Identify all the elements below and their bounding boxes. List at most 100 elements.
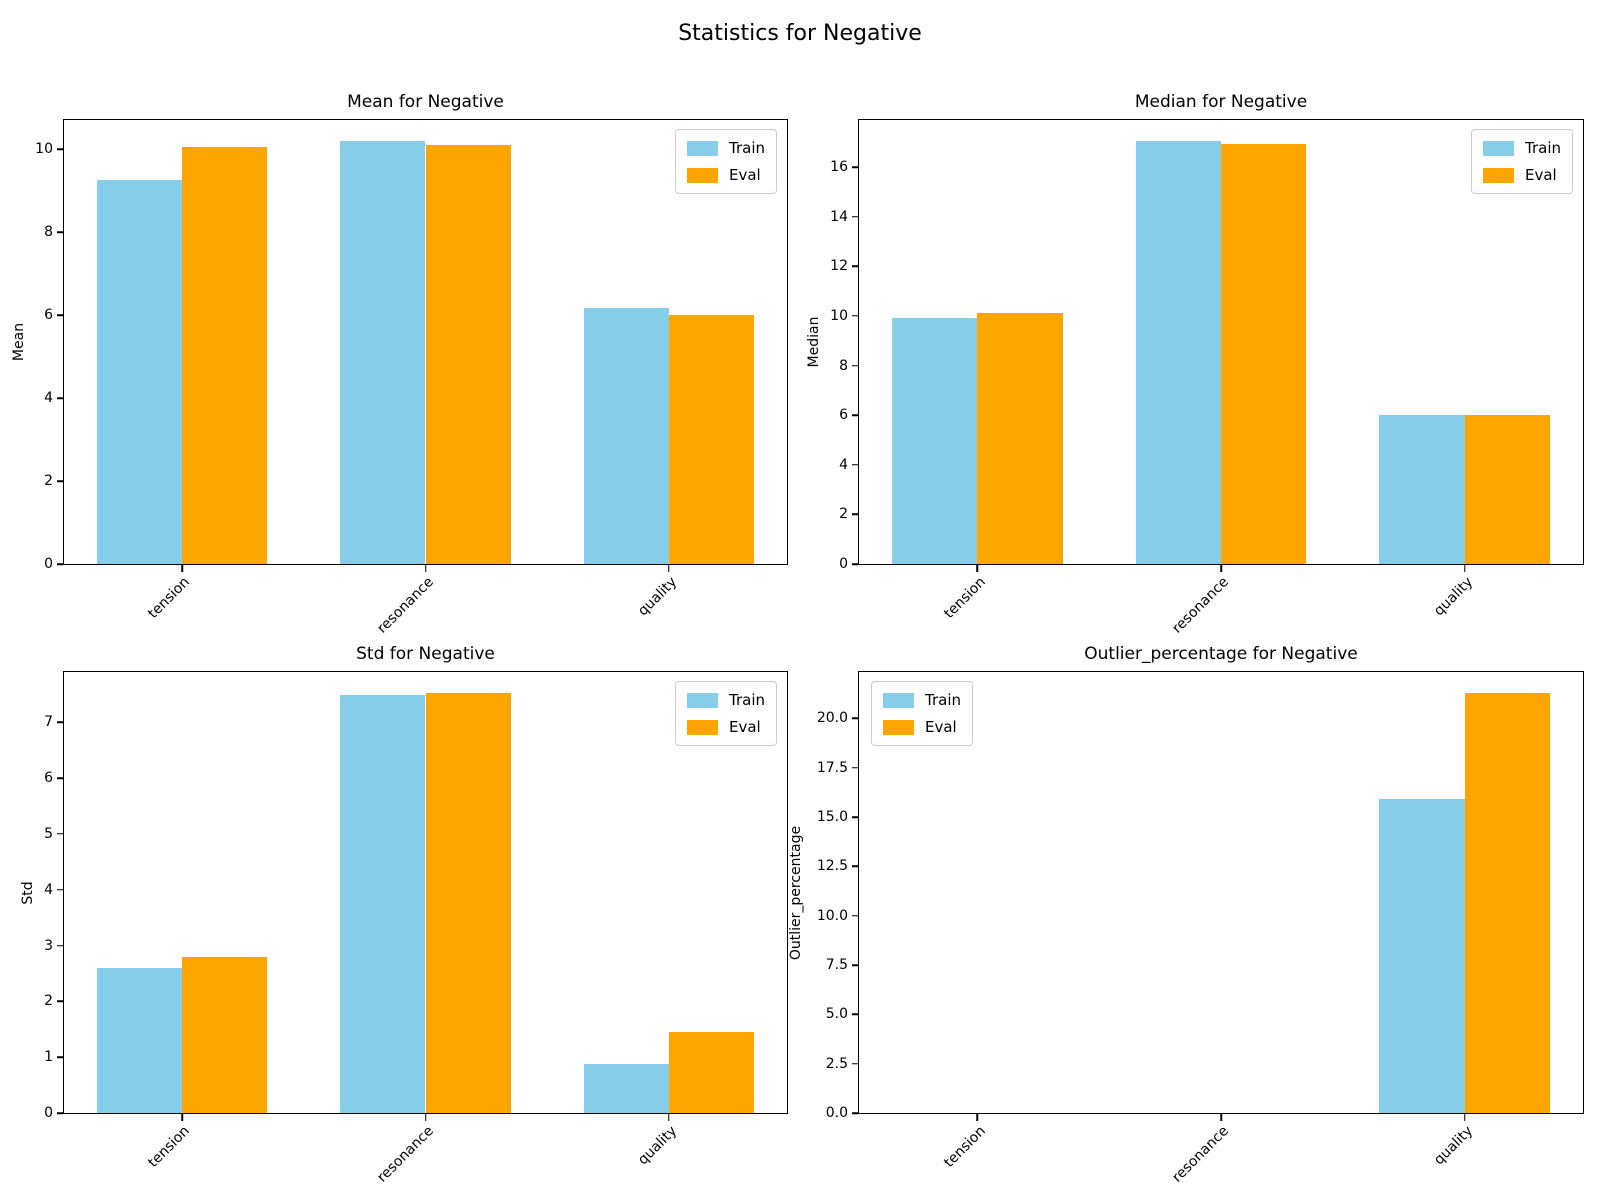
subplot-title: Mean for Negative (347, 92, 504, 112)
y-tick-mark (851, 914, 858, 917)
y-tick-label: 0 (839, 556, 848, 572)
x-tick-label: tension (145, 574, 194, 622)
legend-label-eval: Eval (925, 718, 957, 736)
y-tick-label: 1 (44, 1049, 53, 1066)
y-tick-mark (56, 721, 63, 723)
bar-train-quality (1379, 415, 1465, 564)
train-color-swatch (687, 692, 718, 708)
bar-train-resonance (1135, 141, 1221, 564)
legend-item-eval: Eval (687, 166, 765, 184)
y-tick-label: 10.0 (816, 907, 848, 924)
y-tick-mark (56, 563, 63, 565)
y-tick-label: 3 (44, 937, 53, 954)
y-tick-label: 6 (44, 770, 53, 787)
y-axis-label: Median (806, 316, 822, 368)
legend: Train Eval (1471, 129, 1573, 194)
bar-train-resonance (340, 695, 426, 1113)
bar-eval-tension (182, 146, 268, 564)
y-tick-label: 4 (839, 456, 848, 473)
x-tick-mark (424, 1113, 427, 1121)
legend-item-train: Train (1483, 139, 1561, 157)
y-tick-label: 16 (830, 159, 848, 176)
y-tick-label: 2 (839, 506, 848, 523)
bar-train-resonance (340, 140, 426, 564)
y-tick-label: 17.5 (816, 759, 848, 776)
subplot-mean: Mean for Negative Mean Train Eval 0 2 4 6 8 1… (11, 92, 788, 637)
y-tick-mark (851, 865, 858, 868)
y-tick-mark (56, 314, 63, 316)
x-tick-label: tension (940, 574, 989, 622)
figure-suptitle: Statistics for Negative (678, 21, 922, 46)
x-tick-mark (976, 1113, 978, 1121)
plot-area: Train Eval 0.0 2.5 5.0 7.5 10.0 12.5 15.0 17.5 2… (817, 671, 1584, 1186)
legend: Train Eval (675, 681, 777, 746)
bar-eval-tension (977, 313, 1063, 564)
subplot-median: Median for Negative Median Train Eval 0 2… (806, 92, 1584, 637)
y-tick-mark (851, 513, 858, 516)
bar-train-quality (583, 1063, 669, 1113)
y-tick-label: 7.5 (825, 957, 848, 973)
x-tick-mark (976, 564, 978, 572)
x-tick-label: tension (940, 1123, 989, 1171)
x-tick-mark (1220, 1113, 1222, 1121)
y-tick-label: 14 (830, 208, 848, 225)
y-tick-label: 10 (35, 141, 53, 158)
y-tick-mark (851, 964, 858, 966)
legend-item-eval: Eval (883, 718, 961, 736)
y-axis-label: Outlier_percentage (788, 825, 804, 960)
y-tick-mark (851, 265, 858, 268)
y-axis-label: Std (20, 880, 36, 905)
y-tick-label: 2.5 (825, 1055, 848, 1072)
y-tick-label: 4 (44, 390, 53, 407)
y-tick-label: 8 (839, 357, 848, 374)
y-axis-label: Mean (11, 322, 27, 362)
eval-color-swatch (883, 719, 914, 735)
y-tick-label: 8 (44, 224, 53, 241)
x-tick-label: resonance (1169, 574, 1233, 637)
y-tick-label: 2 (44, 993, 53, 1010)
x-tick-label: quality (635, 574, 681, 620)
y-tick-label: 10 (830, 307, 848, 324)
bar-eval-resonance (425, 144, 511, 564)
y-tick-mark (56, 231, 63, 233)
y-tick-label: 2 (44, 473, 53, 489)
train-color-swatch (883, 692, 914, 708)
y-tick-label: 5 (44, 825, 53, 842)
y-tick-mark (56, 1000, 63, 1003)
y-tick-mark (851, 315, 858, 317)
plot-area: Train Eval 0 2 4 6 8 10 12 14 16 tension resonance… (830, 119, 1584, 637)
legend-label-train: Train (729, 139, 765, 157)
y-tick-mark (851, 1062, 858, 1065)
y-tick-label: 12 (830, 258, 848, 275)
legend-item-train: Train (687, 139, 765, 157)
y-tick-mark (851, 717, 858, 720)
x-tick-label: resonance (1169, 1123, 1233, 1186)
x-tick-label: resonance (374, 574, 437, 637)
bar-eval-resonance (1221, 143, 1307, 564)
y-tick-mark (56, 1056, 63, 1058)
y-tick-label: 7 (44, 714, 53, 731)
y-tick-mark (56, 944, 63, 947)
legend: Train Eval (675, 129, 777, 194)
y-tick-mark (56, 1112, 63, 1114)
eval-color-swatch (687, 719, 718, 735)
y-tick-mark (56, 480, 63, 482)
legend: Train Eval (871, 681, 973, 746)
y-tick-label: 20.0 (816, 710, 848, 727)
bar-train-quality (583, 307, 669, 564)
y-tick-label: 12.5 (816, 858, 848, 875)
legend-label-eval: Eval (729, 166, 761, 184)
bar-eval-quality (668, 315, 755, 564)
y-tick-mark (851, 1013, 858, 1016)
y-tick-label: 0.0 (825, 1105, 848, 1121)
x-tick-label: quality (1430, 574, 1477, 620)
y-tick-mark (851, 1112, 858, 1114)
bar-train-tension (96, 967, 183, 1113)
x-tick-label: quality (635, 1123, 681, 1169)
y-tick-mark (851, 563, 858, 565)
subplot-title: Median for Negative (1134, 92, 1308, 112)
x-tick-mark (668, 564, 670, 572)
eval-color-swatch (1483, 167, 1514, 183)
plot-area: Train Eval 0 2 4 6 8 10 tension resonance qualit… (35, 119, 788, 637)
